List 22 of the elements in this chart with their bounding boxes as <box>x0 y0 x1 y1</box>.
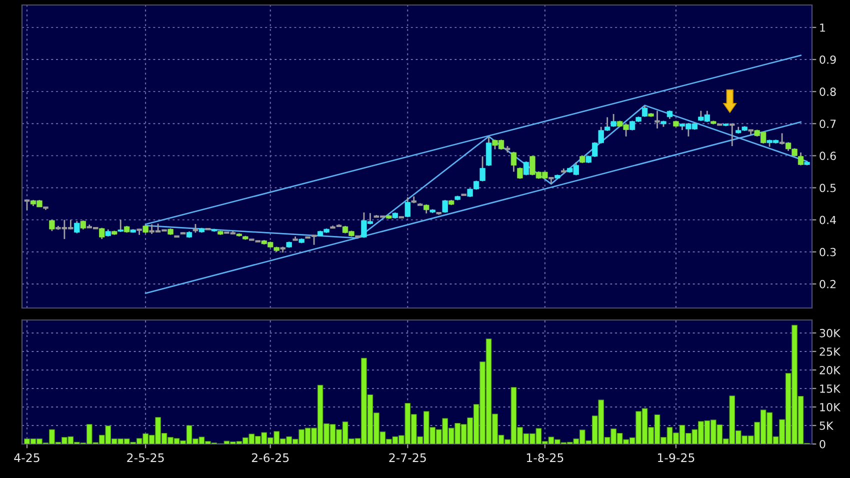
y-tick-label: 0 <box>820 440 826 448</box>
x-tick-label: 4-25 <box>14 453 40 462</box>
y-tick-label: 25K <box>820 347 841 356</box>
y-tick-label: 0.8 <box>820 88 836 96</box>
y-tick-label: 15K <box>820 384 841 393</box>
y-tick-label: 10K <box>820 402 841 412</box>
y-tick-label: 20K <box>820 366 841 374</box>
y-tick-label: 0.3 <box>820 248 836 256</box>
y-tick-label: 0.2 <box>820 280 836 288</box>
y-tick-label: 30K <box>820 328 841 338</box>
y-tick-label: 0.9 <box>820 55 836 64</box>
y-tick-label: 0.7 <box>820 120 836 128</box>
y-tick-label: 1 <box>820 24 825 32</box>
x-tick-label: 2-7-25 <box>389 453 426 462</box>
x-tick-label: 2-5-25 <box>127 453 164 462</box>
y-tick-label: 5K <box>820 422 834 430</box>
y-tick-label: 0.4 <box>820 216 836 224</box>
x-tick-label: 2-6-25 <box>252 453 289 462</box>
y-tick-label: 0.6 <box>820 152 836 160</box>
y-tick-label: 0.5 <box>820 184 836 192</box>
x-tick-label: 1-8-25 <box>526 453 564 462</box>
x-tick-label: 1-9-25 <box>658 453 694 462</box>
